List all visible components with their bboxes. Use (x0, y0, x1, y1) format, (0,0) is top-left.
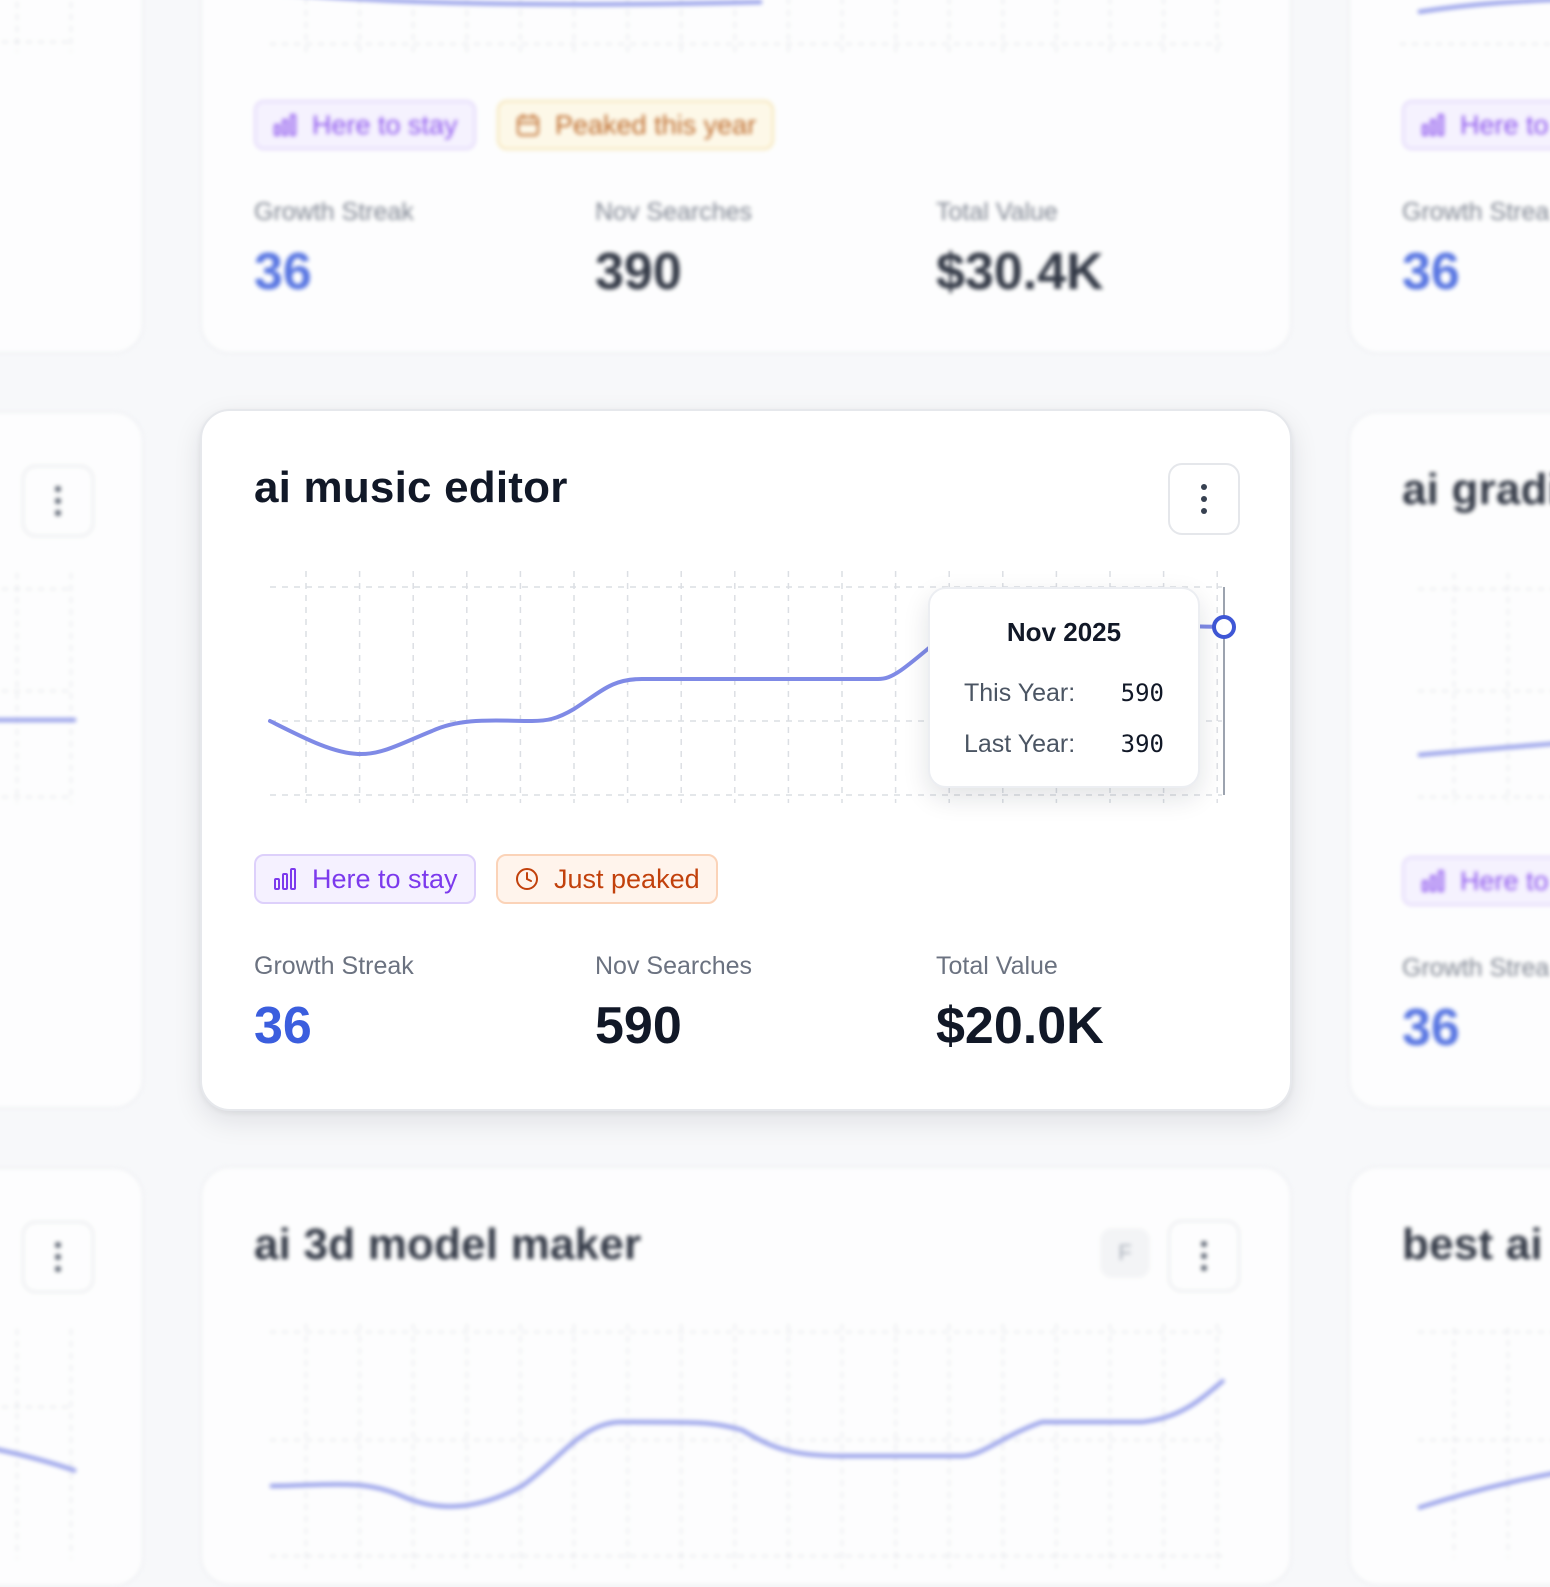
badge-label: Here to (1460, 109, 1549, 140)
nov-searches-value: 590 (595, 997, 682, 1055)
growth-streak-value: 36 (1402, 243, 1460, 301)
right-card-top: Here to Growth Strea 36 (1348, 0, 1550, 354)
this-year-label: This Year: (964, 679, 1076, 707)
chart-tooltip: Nov 2025 This Year: 590 Last Year: 390 (928, 587, 1200, 788)
left-top-chart (0, 2, 72, 52)
growth-streak-label: Growth Strea (1402, 954, 1550, 982)
left-card-middle (0, 411, 144, 1109)
left-card-bottom (0, 1167, 144, 1587)
here-to-badge: Here to (1402, 100, 1550, 150)
total-value-label: Total Value (936, 198, 1058, 226)
left-middle-chart (0, 573, 76, 803)
here-to-stay-badge: Here to stay (254, 854, 476, 904)
top-card-chart (270, 0, 1222, 52)
here-to-stay-badge: Here to stay (254, 100, 476, 150)
badge-label: Here to stay (312, 863, 458, 894)
right-middle-chart (1417, 573, 1550, 803)
total-value-value: $20.0K (936, 997, 1104, 1055)
left-card-top (0, 0, 144, 354)
nov-searches-label: Nov Searches (595, 198, 753, 226)
badge-label: Here to stay (312, 109, 458, 140)
trend-card-ai-3d-model-maker: ai 3d model maker F (200, 1166, 1292, 1586)
total-value-value: $30.4K (936, 243, 1104, 301)
nov-searches-value: 390 (595, 243, 682, 301)
card-menu-button[interactable] (1168, 463, 1240, 535)
card-menu-button[interactable] (1168, 1220, 1240, 1292)
hover-point-marker (1212, 615, 1236, 639)
last-year-label: Last Year: (964, 730, 1076, 758)
card-title: best ai (1402, 1220, 1543, 1269)
here-to-badge: Here to (1402, 856, 1550, 906)
more-vertical-icon (55, 486, 61, 516)
bar-chart-icon (274, 114, 296, 136)
tooltip-title: Nov 2025 (1006, 617, 1122, 647)
left-card-menu-button[interactable] (22, 465, 94, 537)
bar-chart-icon (1422, 114, 1444, 136)
more-vertical-icon (1201, 1241, 1207, 1271)
right-bottom-chart (1417, 1328, 1550, 1558)
growth-streak-label: Growth Streak (254, 198, 414, 226)
growth-streak-value: 36 (254, 243, 312, 301)
bar-chart-icon (1422, 870, 1444, 892)
card-title: ai gradi (1402, 465, 1550, 514)
peaked-this-year-badge: Peaked this year (497, 100, 775, 150)
growth-streak-label: Growth Strea (1402, 198, 1550, 226)
clock-icon (516, 868, 538, 890)
calendar-icon (517, 114, 539, 136)
tooltip-row-this-year: This Year: 590 (964, 679, 1164, 708)
right-card-middle: ai gradi Here to Growth Strea 36 (1348, 411, 1550, 1109)
last-year-value: 390 (1120, 730, 1164, 758)
bottom-card-chart (269, 1324, 1226, 1568)
left-bottom-chart (0, 1329, 77, 1559)
left-bottom-menu-button[interactable] (22, 1221, 94, 1293)
growth-streak-value: 36 (254, 997, 312, 1055)
growth-streak-value: 36 (1402, 999, 1460, 1057)
card-title: ai 3d model maker (254, 1220, 642, 1269)
bar-chart-icon (274, 868, 296, 890)
badge-label: Peaked this year (555, 109, 757, 140)
card-title: ai music editor (254, 463, 568, 512)
top-trend-card: Here to stay Peaked this year Growth Str… (200, 0, 1292, 354)
more-vertical-icon (55, 1242, 61, 1272)
just-peaked-badge: Just peaked (496, 854, 718, 904)
right-card-bottom: best ai (1348, 1166, 1550, 1586)
badge-label: Just peaked (554, 863, 700, 894)
this-year-value: 590 (1120, 679, 1164, 707)
right-top-chart (1400, 0, 1550, 45)
letter-f-button[interactable]: F (1100, 1228, 1150, 1278)
letter-f-label: F (1118, 1240, 1132, 1265)
tooltip-row-last-year: Last Year: 390 (964, 730, 1164, 759)
nov-searches-label: Nov Searches (595, 952, 753, 980)
more-vertical-icon (1201, 484, 1207, 514)
growth-streak-label: Growth Streak (254, 952, 414, 980)
badge-label: Here to (1460, 865, 1549, 896)
total-value-label: Total Value (936, 952, 1058, 980)
